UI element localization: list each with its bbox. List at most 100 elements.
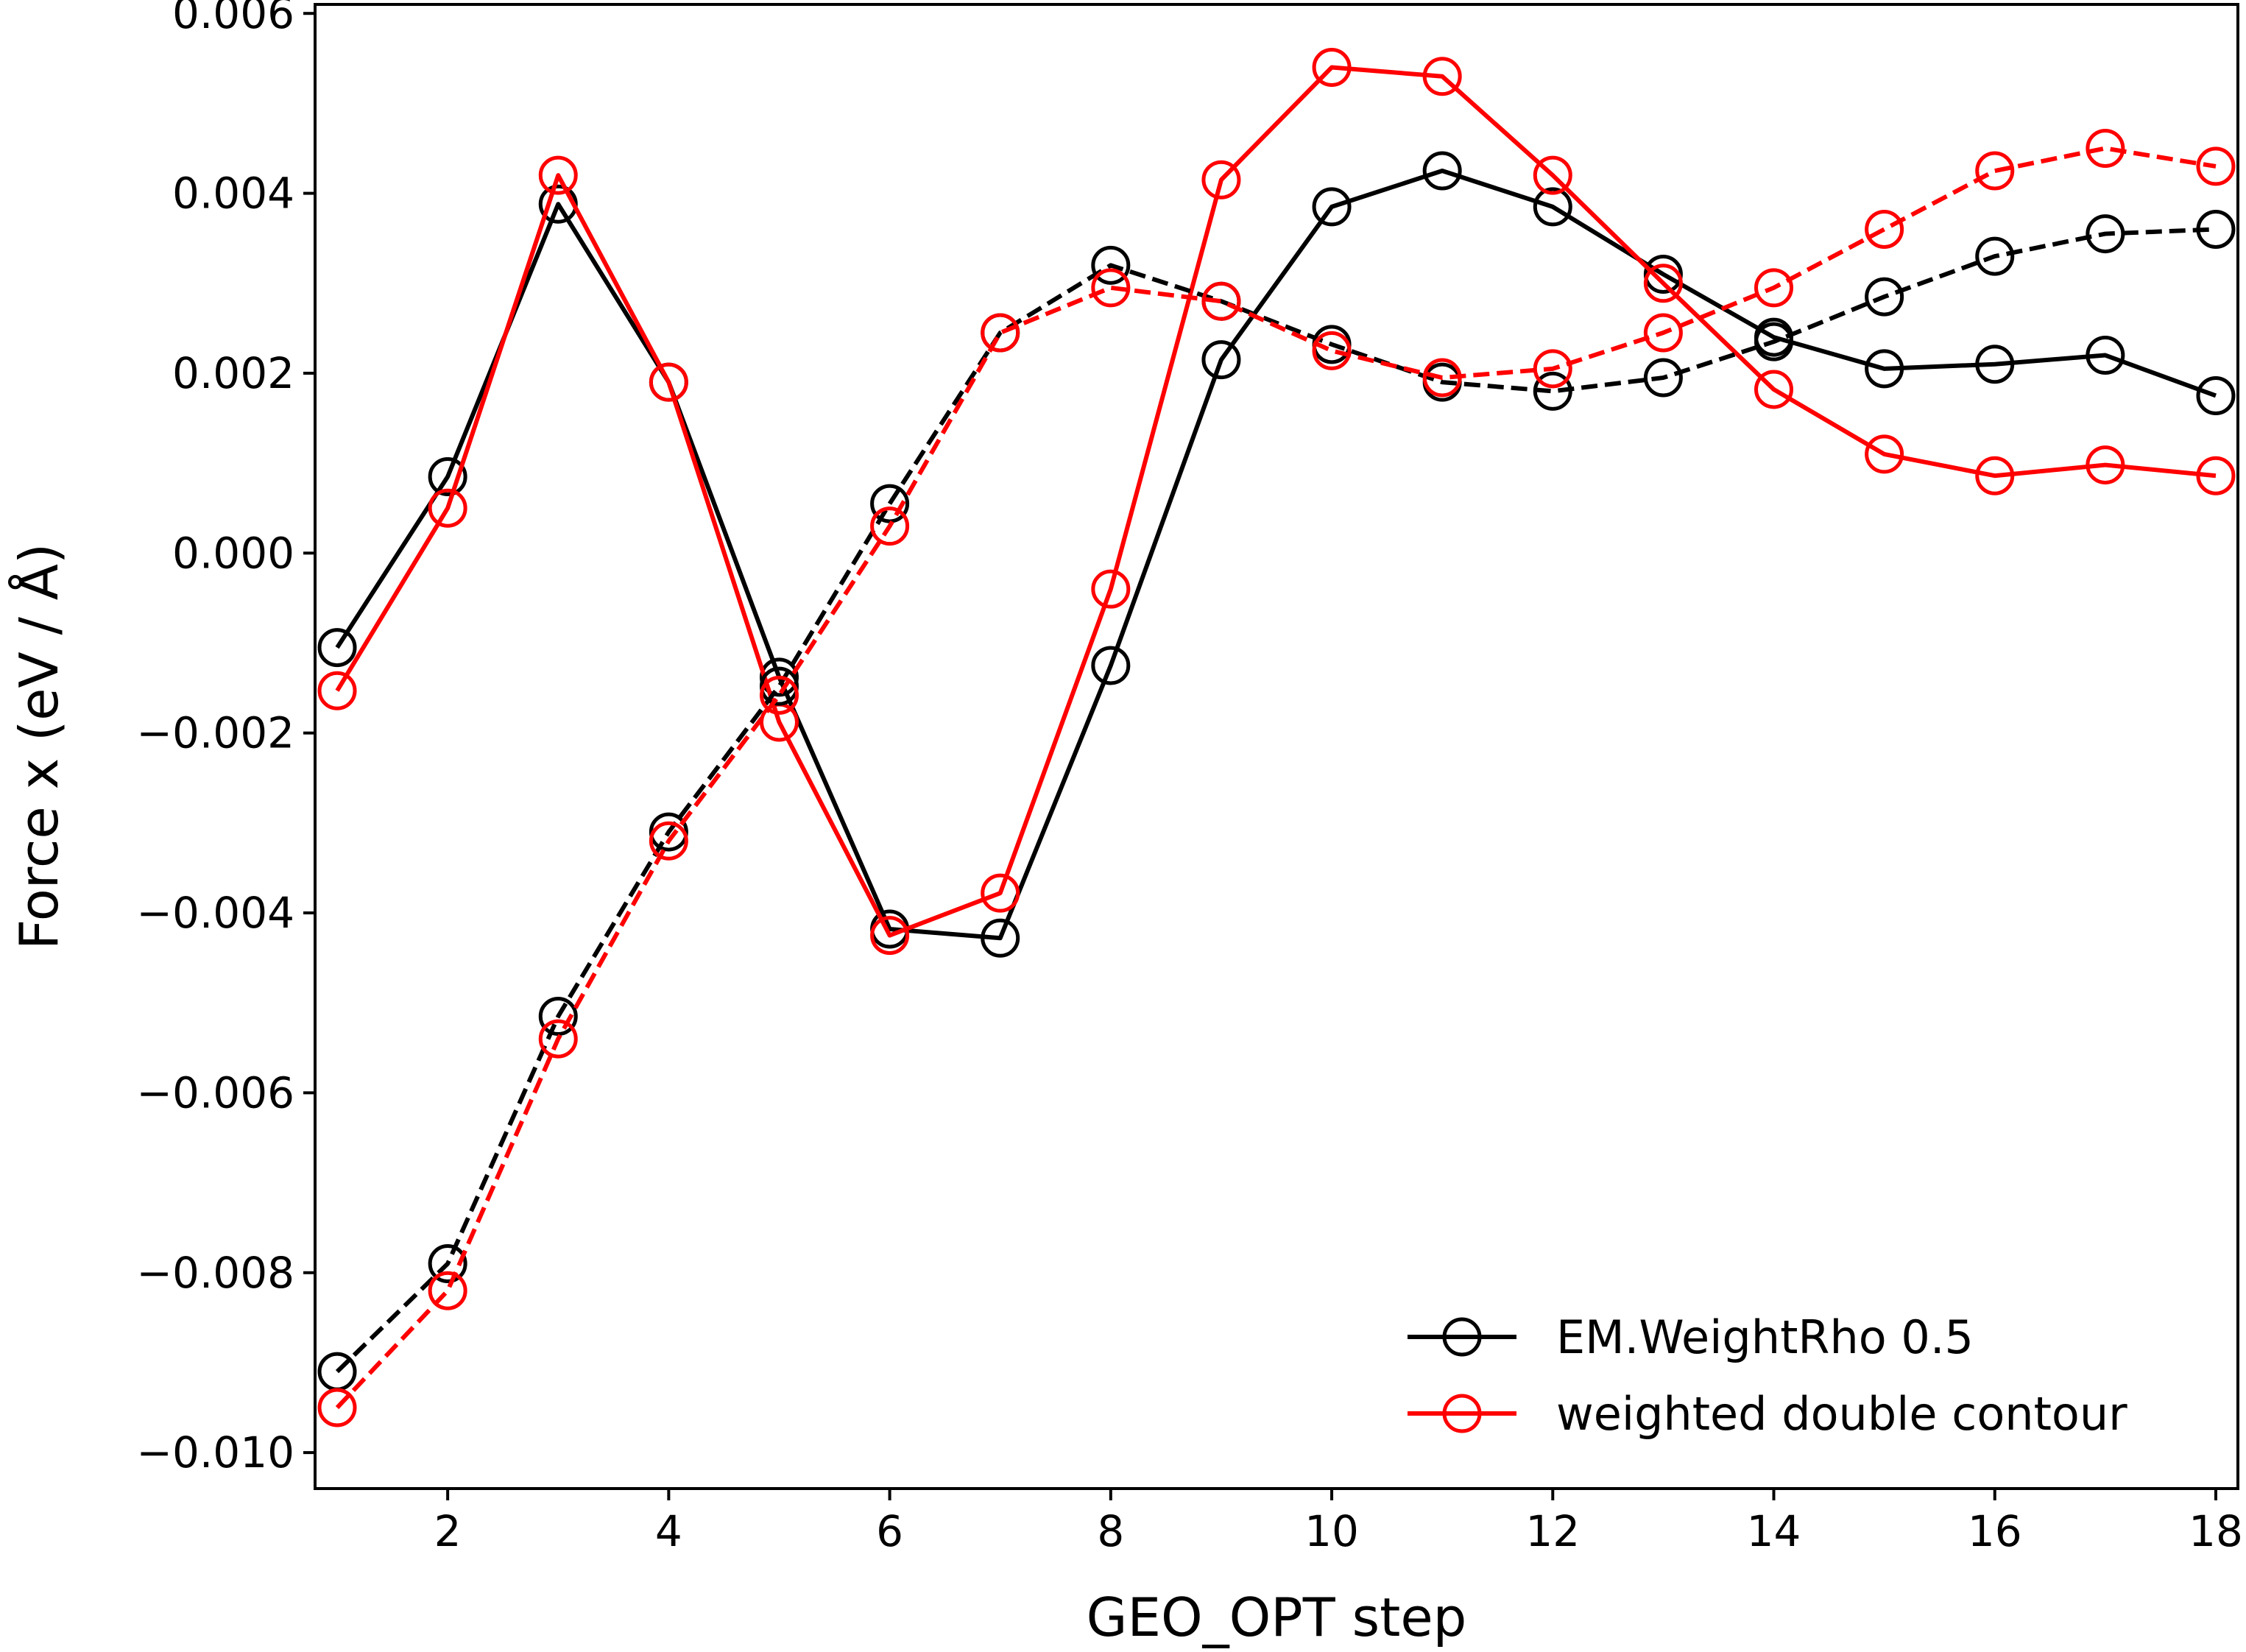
data-point [317,1388,357,1427]
data-point [538,155,578,195]
data-point [2196,209,2236,249]
x-tick-label: 8 [1097,1506,1124,1556]
x-tick-label: 6 [876,1506,903,1556]
x-tick-label: 2 [434,1506,462,1556]
data-point [649,821,688,861]
data-point [317,628,357,668]
data-point [2086,128,2125,168]
y-tick-label: −0.006 [136,1067,294,1118]
data-point [1091,646,1131,685]
data-point [428,1271,467,1310]
data-point [1643,358,1683,398]
data-point [759,675,799,715]
data-point [1975,345,2015,384]
data-point [759,657,799,697]
data-point [1422,358,1462,398]
x-tick-label: 14 [1747,1506,1801,1556]
data-point [1533,371,1572,411]
data-point [1643,255,1683,294]
legend-swatch-marker [1442,1394,1482,1433]
data-point [1091,245,1131,285]
data-point [1201,340,1241,380]
series-line [335,146,2217,1410]
y-tick-label: 0.000 [172,528,294,578]
legend-swatch-marker [1442,1317,1482,1357]
data-point [1201,160,1241,200]
data-point [759,666,799,706]
data-point [870,506,910,546]
data-point [538,1019,578,1059]
data-point [1533,155,1572,195]
data-point [1533,349,1572,389]
data-point [1533,187,1572,227]
y-tick-label: −0.002 [136,708,294,758]
y-tick-label: −0.004 [136,888,294,938]
plot-area [317,48,2236,1427]
data-point [981,873,1020,913]
data-point [870,484,910,523]
data-point [1422,151,1462,191]
data-point [1312,48,1352,88]
data-point [1754,322,1794,361]
data-point [649,812,688,852]
series [317,209,2236,1391]
data-point [1091,569,1131,609]
data-point [1312,331,1352,370]
data-point [870,916,910,956]
x-tick-label: 12 [1525,1506,1580,1556]
data-point [428,456,467,496]
data-point [1754,370,1794,409]
legend: EM.WeightRho 0.5 weighted double contour [1408,1310,2127,1441]
data-point [1643,264,1683,303]
data-point [1643,313,1683,353]
y-tick-label: 0.002 [172,348,294,398]
data-point [428,488,467,528]
y-axis-title: Force x (eV / Å) [8,543,70,950]
x-axis-title: GEO_OPT step [1087,1586,1467,1648]
series [317,128,2236,1427]
data-point [1091,268,1131,308]
data-point [1754,268,1794,308]
data-point [1865,277,1904,317]
data-point [1865,209,1904,249]
x-tick-label: 10 [1304,1506,1359,1556]
data-point [2196,456,2236,495]
data-point [981,918,1020,958]
data-point [2196,147,2236,186]
legend-label: EM.WeightRho 0.5 [1556,1310,1974,1364]
series [317,48,2236,956]
data-point [1865,434,1904,474]
data-point [1975,236,2015,276]
data-point [1312,187,1352,227]
series-line [335,65,2217,938]
data-point [2086,336,2125,375]
x-tick-label: 18 [2189,1506,2243,1556]
data-point [428,1244,467,1284]
series-line [335,227,2217,1374]
y-tick-label: 0.006 [172,0,294,38]
x-tick-label: 16 [1968,1506,2022,1556]
legend-item: weighted double contour [1408,1387,2127,1441]
data-point [1422,57,1462,96]
data-point [1975,151,2015,191]
legend-label: weighted double contour [1556,1387,2127,1441]
data-point [538,997,578,1037]
y-axis: −0.010 −0.008 −0.006 −0.004 −0.002 0.000 0.002… [136,0,315,1478]
x-tick-label: 4 [655,1506,682,1556]
data-point [2196,375,2236,415]
y-tick-label: −0.010 [136,1427,294,1478]
legend-item: EM.WeightRho 0.5 [1408,1310,1974,1364]
data-point [2086,214,2125,254]
y-tick-label: −0.008 [136,1248,294,1298]
data-point [2086,445,2125,485]
data-point [1201,281,1241,321]
data-point [981,313,1020,353]
data-point [317,671,357,710]
data-point [1865,349,1904,389]
data-point [1975,456,2015,495]
y-tick-label: 0.004 [172,169,294,219]
data-point [649,362,688,402]
plot-frame [314,3,2239,1490]
x-axis: 2 4 6 8 10 12 14 16 18 [434,1489,2243,1556]
